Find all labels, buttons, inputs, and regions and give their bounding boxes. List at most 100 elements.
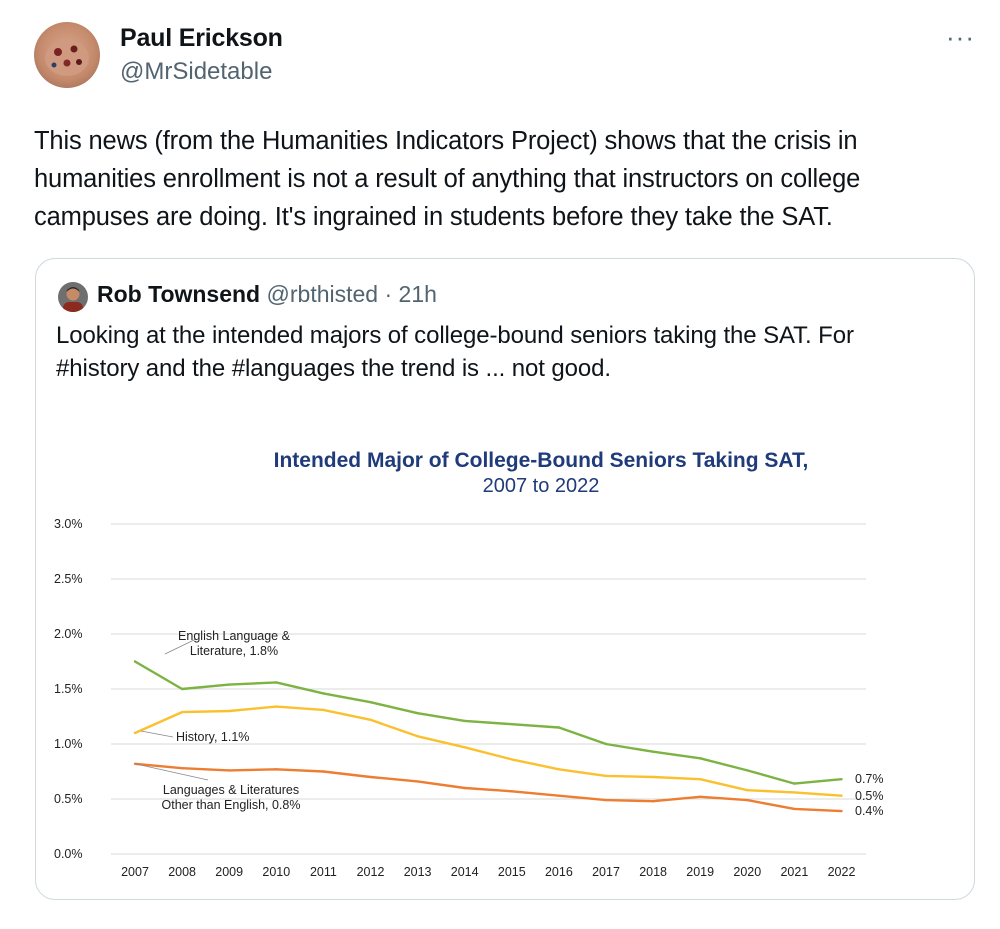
sat-majors-chart: Intended Major of College-Bound Seniors … (54, 449, 884, 879)
data-point-history (180, 710, 184, 714)
data-point-languages (699, 795, 702, 798)
author-display-name[interactable]: Paul Erickson (120, 24, 283, 52)
data-point-history (228, 709, 231, 713)
data-point-history (651, 775, 655, 779)
annotation-leader-english (164, 638, 197, 655)
chart-subtitle: 2007 to 2022 (483, 475, 600, 497)
data-point-english (510, 723, 513, 726)
series-label-languages: Languages & Literatures (163, 783, 299, 797)
author-handle[interactable]: @MrSidetable (120, 58, 273, 85)
data-point-languages (651, 800, 655, 803)
y-tick-label: 0.0% (54, 847, 83, 861)
series-label-english: Literature, 1.8% (190, 644, 278, 658)
y-tick-label: 2.5% (54, 572, 83, 586)
data-point-history (416, 735, 419, 738)
more-horizontal-icon[interactable]: ··· (946, 22, 975, 52)
data-point-history (746, 789, 749, 792)
end-value-label-history: 0.5% (855, 789, 884, 803)
quoted-tweet[interactable]: Rob Townsend @rbthisted · 21h Looking at… (35, 258, 975, 900)
quoted-author-handle[interactable]: @rbthisted (266, 281, 379, 307)
data-point-history (840, 794, 843, 797)
y-tick-label: 1.5% (54, 682, 83, 696)
end-value-label-languages: 0.4% (855, 804, 884, 818)
data-point-languages (133, 762, 137, 765)
y-axis-tick-labels: 3.0% 2.5% 2.0% 1.5% 1.0% 0.5% 0.0% (54, 517, 83, 861)
y-tick-label: 3.0% (54, 517, 83, 531)
data-point-english (180, 687, 184, 691)
tweet-text: This news (from the Humanities Indicator… (34, 127, 861, 231)
y-tick-label: 2.0% (54, 627, 83, 641)
y-tick-label: 1.0% (54, 737, 83, 751)
series-line-languages (134, 762, 842, 813)
chart-title: Intended Major of College-Bound Seniors … (274, 449, 809, 472)
header-separator: · (384, 281, 393, 307)
data-point-english (651, 750, 655, 753)
end-value-label-english: 0.7% (855, 772, 884, 786)
data-point-english (604, 742, 608, 746)
quoted-author-avatar-image (58, 282, 88, 312)
chart-series (133, 660, 843, 813)
series-label-english: English Language & (178, 629, 291, 643)
data-point-languages (275, 768, 278, 771)
quoted-author-name[interactable]: Rob Townsend (97, 281, 261, 307)
chart-annotations: English Language &Literature, 1.8% 0.7% Hi… (135, 629, 884, 818)
data-point-history (699, 778, 702, 781)
data-point-english (228, 683, 231, 686)
data-point-english (840, 778, 843, 781)
x-tick-label: 2013 (404, 865, 432, 879)
x-tick-label: 2008 (168, 865, 196, 879)
data-point-history (463, 746, 466, 749)
x-tick-label: 2015 (498, 865, 526, 879)
annotation-leader-languages (135, 763, 209, 781)
series-line-english (134, 660, 842, 785)
data-point-english (416, 712, 419, 715)
x-tick-label: 2017 (592, 865, 620, 879)
x-tick-label: 2021 (780, 865, 808, 879)
x-tick-label: 2022 (828, 865, 856, 879)
data-point-history (510, 758, 513, 761)
chart-gridlines (111, 523, 866, 855)
data-point-history (133, 731, 137, 735)
data-point-history (322, 708, 325, 712)
data-point-languages (510, 790, 513, 793)
data-point-english (369, 701, 372, 704)
data-point-english (793, 782, 796, 785)
quoted-author-avatar[interactable] (58, 282, 88, 312)
data-point-languages (180, 767, 184, 770)
data-point-history (793, 791, 796, 794)
data-point-languages (604, 798, 608, 802)
data-point-history (604, 774, 608, 778)
series-label-history: History, 1.1% (176, 730, 249, 744)
quoted-tweet-time[interactable]: 21h (398, 281, 437, 307)
data-point-languages (793, 807, 796, 811)
data-point-history (557, 768, 561, 771)
data-point-languages (369, 775, 372, 779)
x-tick-label: 2016 (545, 865, 573, 879)
x-tick-label: 2012 (357, 865, 385, 879)
data-point-languages (557, 794, 561, 797)
data-point-english (699, 757, 702, 760)
x-tick-label: 2011 (310, 865, 337, 879)
data-point-languages (463, 786, 466, 790)
x-tick-label: 2009 (215, 865, 243, 879)
data-point-english (463, 719, 466, 723)
data-point-languages (840, 809, 843, 813)
x-tick-label: 2007 (121, 865, 149, 879)
x-axis-tick-labels: 2007 2008 2009 2010 2011 2012 2013 2014 2015 2016… (121, 865, 855, 879)
data-point-english (322, 692, 325, 695)
data-point-languages (746, 798, 749, 802)
x-tick-label: 2014 (451, 865, 479, 879)
y-tick-label: 0.5% (54, 792, 83, 806)
x-tick-label: 2019 (686, 865, 714, 879)
annotation-leader-history (140, 730, 174, 738)
series-line-history (134, 705, 842, 797)
author-avatar[interactable] (34, 22, 100, 88)
data-point-history (369, 718, 372, 721)
author-avatar-image (34, 22, 100, 88)
data-point-english (746, 769, 749, 772)
quoted-tweet-text: Looking at the intended majors of colleg… (56, 322, 854, 382)
data-point-english (275, 681, 278, 684)
data-point-english (133, 660, 137, 663)
series-label-languages: Other than English, 0.8% (162, 798, 301, 812)
